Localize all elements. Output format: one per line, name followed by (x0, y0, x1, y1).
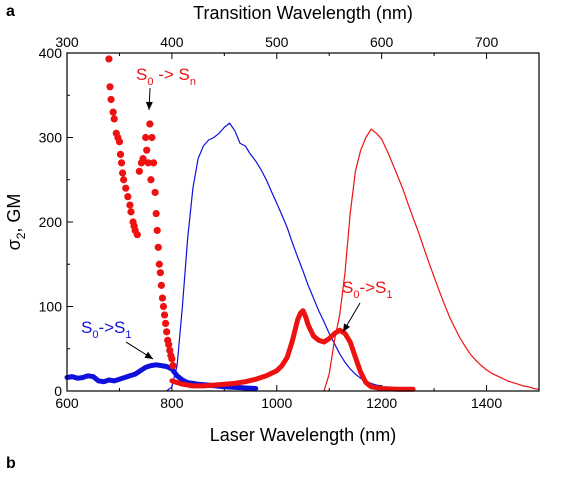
red-sn-point (122, 184, 130, 192)
x-tick-label: 1200 (366, 395, 397, 411)
red-1pa-line (323, 128, 540, 392)
red-sn-point (169, 362, 177, 370)
x-tick-label: 1400 (471, 395, 502, 411)
x2-tick-label: 700 (475, 34, 499, 50)
red-sn-point (149, 159, 158, 167)
red-sn-point (151, 188, 159, 197)
red-sn-point (118, 169, 127, 177)
red-sn-point (168, 355, 176, 363)
red-sn-point (117, 159, 126, 167)
y-tick-label: 100 (39, 299, 63, 315)
red-sn-point (115, 138, 124, 146)
red-sn-point (156, 269, 164, 277)
y-tick-label: 0 (54, 383, 62, 399)
red-sn-point (158, 294, 167, 302)
red-sn-point (146, 120, 154, 128)
blue-1pa-line (166, 122, 383, 392)
red-sn-point (157, 281, 165, 289)
red-sn-point (127, 208, 135, 216)
annotation-s1-blue: S0->S1 (81, 318, 132, 341)
red-sn-point (126, 201, 134, 209)
red-sn-point (152, 209, 160, 218)
red-sn-point (154, 243, 162, 251)
red-sn-point (109, 108, 117, 116)
red-sn-point (110, 115, 118, 123)
red-sn-point (143, 146, 151, 154)
annotation-sn-red: S0 -> Sn (136, 65, 196, 88)
red-sn-point (120, 176, 128, 184)
red-sn-point (107, 95, 115, 104)
red-sn-point (133, 231, 141, 239)
x-tick-label: 800 (160, 395, 184, 411)
red-sn-point (124, 193, 132, 201)
x-tick-label: 1000 (261, 395, 292, 411)
series-layer (64, 55, 540, 392)
x2-tick-label: 400 (160, 34, 184, 50)
y-tick-label: 200 (39, 214, 63, 230)
annotation-arrowhead-s1-red (343, 323, 351, 332)
red-sn-point (135, 167, 143, 175)
red-sn-point (160, 311, 169, 319)
annotation-s1-red: S0->S1 (342, 278, 393, 301)
panel-label-b: b (6, 455, 16, 472)
x2-axis-title: Transition Wavelength (nm) (193, 3, 413, 23)
annotation-arrowhead-sn-red (145, 101, 153, 110)
red-sn-point (161, 319, 170, 327)
x2-tick-label: 300 (55, 34, 79, 50)
red-sn-point (144, 159, 152, 167)
x-tick-label: 600 (55, 395, 79, 411)
svg-text:σ2, GM: σ2, GM (4, 194, 28, 251)
annotation-arrowhead-s1-blue (144, 351, 153, 359)
y-tick-label: 300 (39, 130, 63, 146)
y-axis-title: σ2, GM (4, 194, 28, 251)
x2-tick-label: 600 (370, 34, 394, 50)
red-sn-point (147, 176, 155, 184)
red-sn-point (105, 55, 113, 63)
red-sn-point (139, 155, 147, 163)
x2-tick-label: 500 (265, 34, 289, 50)
red-2pa-line (169, 308, 416, 392)
plot-frame (66, 52, 540, 392)
annotation-layer: S0 -> Sn S0->S1 S0->S1 (81, 65, 393, 360)
red-sn-point (163, 328, 171, 336)
red-sn-point (159, 302, 168, 311)
red-sn-point (116, 150, 125, 158)
red-sn-point (106, 83, 114, 91)
x-axis-title: Laser Wavelength (nm) (210, 425, 396, 445)
y-tick-label: 400 (39, 45, 63, 61)
panel-label-a: a (6, 3, 15, 20)
red-sn-point (165, 340, 173, 349)
red-sn-point (142, 133, 150, 142)
red-sn-point (148, 133, 156, 142)
red-sn-point (155, 260, 163, 268)
red-sn-point (153, 226, 161, 235)
